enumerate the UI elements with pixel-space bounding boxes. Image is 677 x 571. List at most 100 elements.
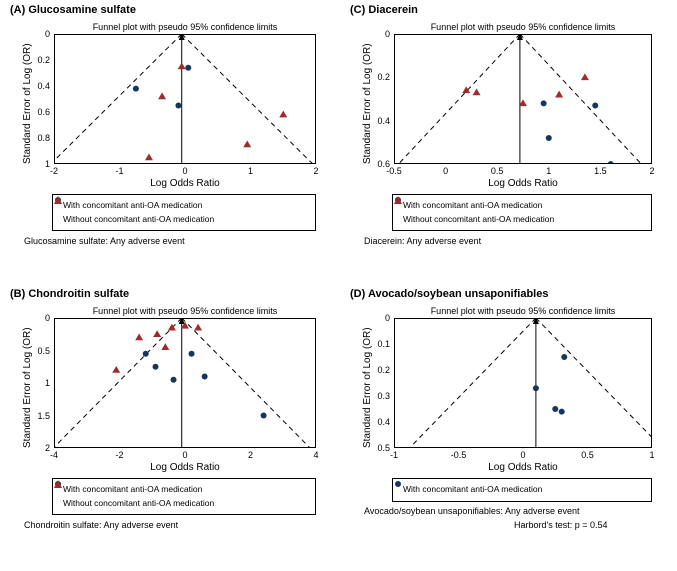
point-without [473, 89, 481, 96]
footnote: Harbord's test: p = 0.54 [514, 520, 608, 530]
panel-c: (C) Diacerein Funnel plot with pseudo 95%… [346, 4, 672, 272]
point-with [171, 377, 177, 383]
point-with [143, 351, 149, 357]
plot-border [395, 319, 652, 448]
point-without [161, 343, 169, 350]
point-without [462, 86, 470, 93]
xtick: 1.5 [590, 166, 610, 176]
ylabel: Standard Error of Log (OR) [22, 327, 33, 448]
legend: With concomitant anti-OA medication Witho… [392, 194, 652, 231]
xtick: 1 [539, 166, 559, 176]
plot-area: Funnel plot with pseudo 95% confidence l… [394, 318, 652, 448]
panel-letter: (A) [10, 4, 25, 16]
point-with [546, 135, 552, 141]
ytick: 0 [368, 29, 390, 39]
point-without [178, 63, 186, 70]
xtick: -2 [110, 450, 130, 460]
ylabel: Standard Error of Log (OR) [362, 43, 373, 164]
ylabel: Standard Error of Log (OR) [22, 43, 33, 164]
point-with [552, 406, 558, 412]
funnel-left [399, 34, 520, 164]
plot-inner-title: Funnel plot with pseudo 95% confidence l… [54, 22, 316, 32]
point-without [555, 91, 563, 98]
xlabel: Log Odds Ratio [394, 462, 652, 473]
panel-caption: Diacerein: Any adverse event [364, 236, 481, 246]
point-with [185, 65, 191, 71]
panel-name: Diacerein [368, 4, 418, 16]
panel-name: Chondroitin sulfate [28, 288, 129, 300]
xtick: 0.5 [487, 166, 507, 176]
panel-title: (C) Diacerein [350, 4, 672, 16]
point-without [112, 366, 120, 373]
xtick: -0.5 [449, 450, 469, 460]
xtick: 0 [436, 166, 456, 176]
xtick: 1 [642, 450, 662, 460]
legend-item-with: With concomitant anti-OA medication [399, 199, 542, 213]
plot-border [395, 35, 652, 164]
panel-title: (A) Glucosamine sulfate [10, 4, 336, 16]
point-with [153, 364, 159, 370]
legend-label-without: Without concomitant anti-OA medication [403, 214, 554, 224]
panel-caption: Avocado/soybean unsaponifiables: Any adv… [364, 506, 580, 516]
legend-item-without: Without concomitant anti-OA medication [59, 213, 214, 227]
point-without [194, 324, 202, 331]
legend-item-without: Without concomitant anti-OA medication [399, 213, 554, 227]
xtick: 1 [241, 166, 261, 176]
point-without [158, 92, 166, 99]
panel-letter: (B) [10, 288, 25, 300]
point-without [581, 73, 589, 80]
point-without [243, 141, 251, 148]
panel-letter: (C) [350, 4, 365, 16]
funnel-plot-svg [394, 318, 652, 448]
funnel-right [536, 318, 652, 448]
plot-border [55, 319, 316, 448]
ytick: 0 [28, 29, 50, 39]
legend: With concomitant anti-OA medication [392, 478, 652, 502]
panel-title: (D) Avocado/soybean unsaponifiables [350, 288, 672, 300]
panel-a: (A) Glucosamine sulfate Funnel plot with … [6, 4, 336, 272]
legend-item-with: With concomitant anti-OA medication [59, 199, 202, 213]
legend-label-without: Without concomitant anti-OA medication [63, 214, 214, 224]
xtick: 4 [306, 450, 326, 460]
plot-inner-title: Funnel plot with pseudo 95% confidence l… [54, 306, 316, 316]
point-without [279, 111, 287, 118]
xtick: 2 [306, 166, 326, 176]
point-with [175, 103, 181, 109]
legend: With concomitant anti-OA medicationWitho… [52, 478, 316, 515]
legend-label-without: Without concomitant anti-OA medication [63, 498, 214, 508]
panel-name: Avocado/soybean unsaponifiables [368, 288, 549, 300]
point-with [533, 385, 539, 391]
xtick: -1 [110, 166, 130, 176]
panel-letter: (D) [350, 288, 365, 300]
point-with [559, 409, 565, 415]
ytick: 0 [368, 313, 390, 323]
xlabel: Log Odds Ratio [54, 462, 316, 473]
plot-area: Funnel plot with pseudo 95% confidence l… [54, 34, 316, 164]
point-with [561, 354, 567, 360]
point-with [592, 103, 598, 109]
funnel-right [182, 318, 310, 448]
funnel-left [409, 318, 535, 448]
panel-b: (B) Chondroitin sulfate Funnel plot with … [6, 288, 336, 566]
point-with [541, 100, 547, 106]
legend: With concomitant anti-OA medicationWitho… [52, 194, 316, 231]
ytick: 0 [28, 313, 50, 323]
xlabel: Log Odds Ratio [54, 178, 316, 189]
point-with [261, 413, 267, 419]
xtick: 0 [513, 450, 533, 460]
xlabel: Log Odds Ratio [394, 178, 652, 189]
xtick: 2 [241, 450, 261, 460]
legend-item-with: With concomitant anti-OA medication [399, 483, 542, 497]
ylabel: Standard Error of Log (OR) [362, 327, 373, 448]
plot-border [55, 35, 316, 164]
funnel-left [54, 318, 182, 448]
plot-area: Funnel plot with pseudo 95% confidence l… [54, 318, 316, 448]
point-with [189, 351, 195, 357]
legend-item-with: With concomitant anti-OA medication [59, 483, 202, 497]
funnel-right [520, 34, 641, 164]
funnel-plot-svg [54, 318, 316, 448]
point-with [202, 374, 208, 380]
plot-inner-title: Funnel plot with pseudo 95% confidence l… [394, 22, 652, 32]
legend-label-with: With concomitant anti-OA medication [403, 484, 542, 494]
legend-label-with: With concomitant anti-OA medication [403, 200, 542, 210]
